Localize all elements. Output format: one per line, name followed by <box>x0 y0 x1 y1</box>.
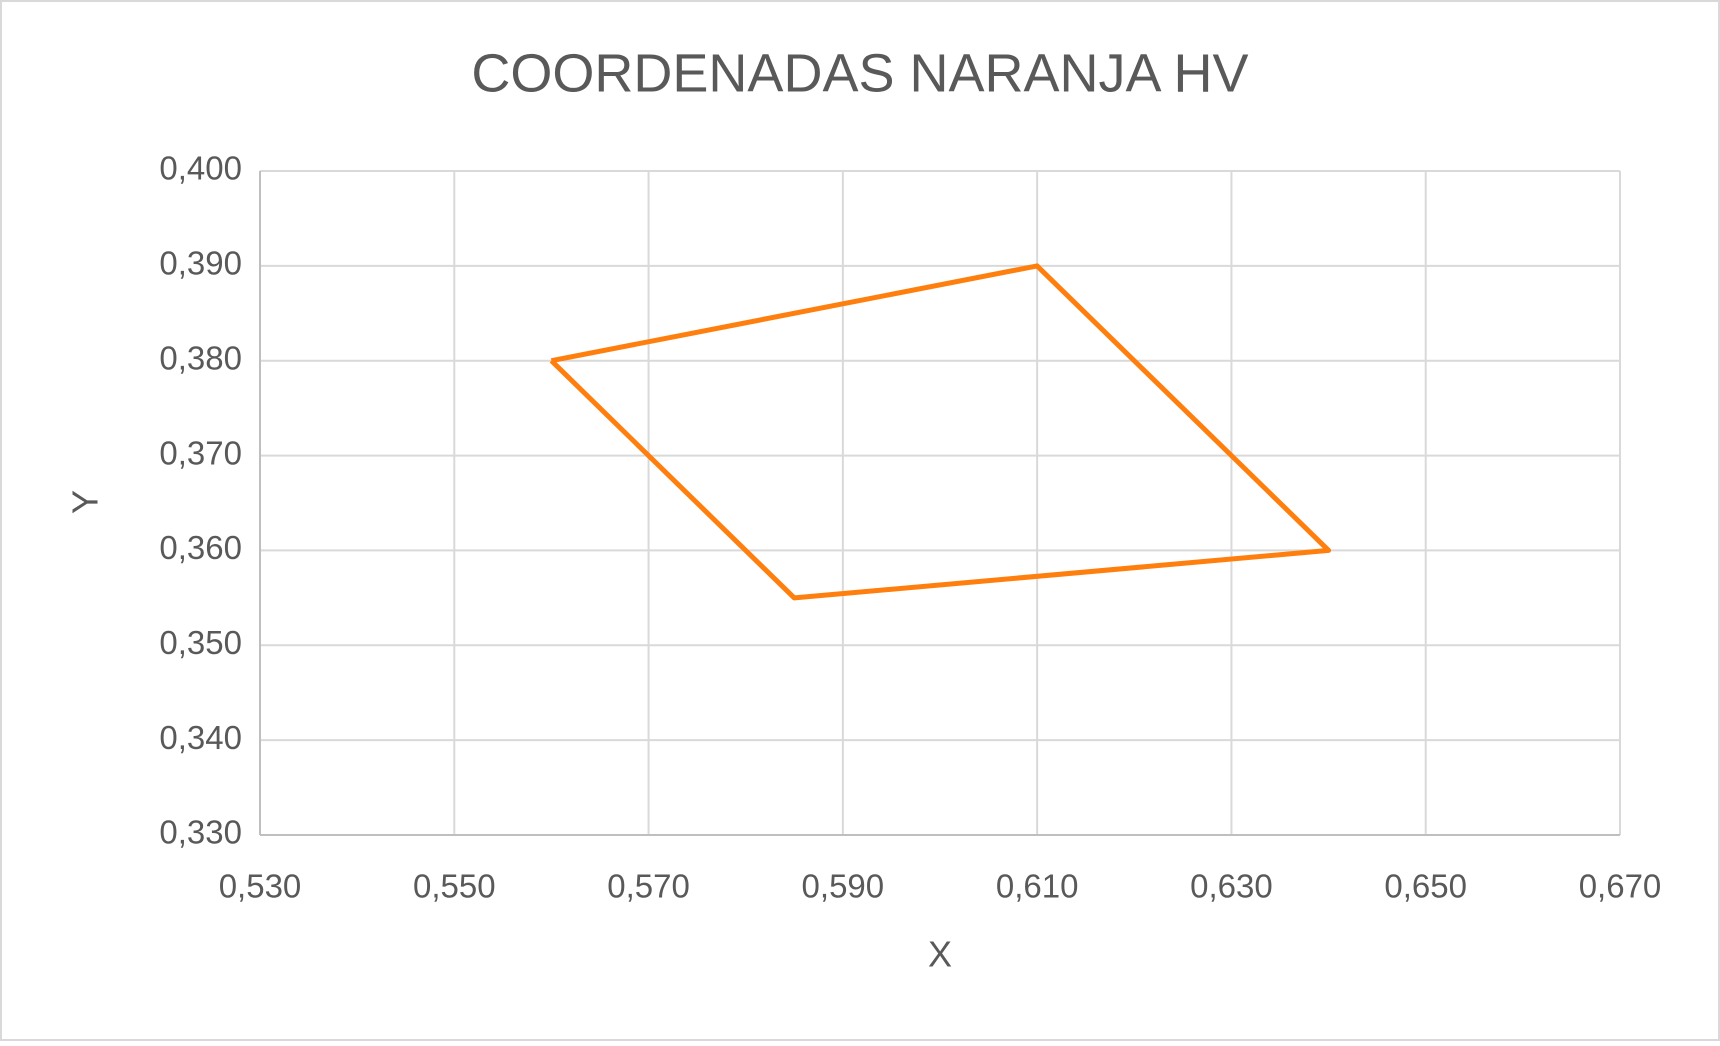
x-tick-label: 0,590 <box>802 868 885 905</box>
x-tick-label: 0,630 <box>1190 868 1273 905</box>
chart-title: COORDENADAS NARANJA HV <box>471 43 1248 103</box>
y-tick-label: 0,390 <box>159 245 242 282</box>
x-axis-label: X <box>928 934 952 975</box>
x-tick-label: 0,530 <box>219 868 302 905</box>
y-tick-label: 0,380 <box>159 339 242 376</box>
x-tick-label: 0,650 <box>1384 868 1467 905</box>
x-tick-label: 0,550 <box>413 868 496 905</box>
y-tick-label: 0,340 <box>159 719 242 756</box>
y-tick-label: 0,360 <box>159 529 242 566</box>
y-tick-label: 0,400 <box>159 150 242 187</box>
y-axis-label: Y <box>65 490 106 514</box>
x-tick-label: 0,670 <box>1579 868 1662 905</box>
x-tick-label: 0,610 <box>996 868 1079 905</box>
x-tick-label: 0,570 <box>607 868 690 905</box>
y-tick-label: 0,350 <box>159 624 242 661</box>
y-tick-label: 0,370 <box>159 434 242 471</box>
y-tick-label: 0,330 <box>159 814 242 851</box>
series-line <box>549 263 1332 601</box>
